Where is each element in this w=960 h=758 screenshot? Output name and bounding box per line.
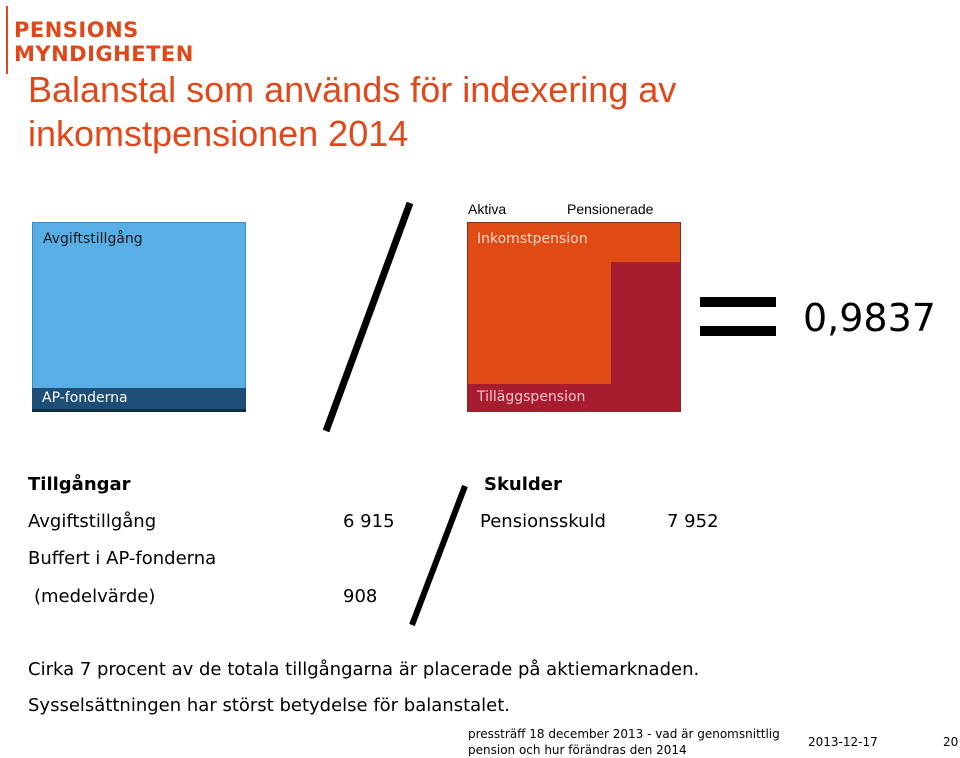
assets-row1-value: 6 915 [343, 511, 395, 532]
assets-row3-value: 908 [343, 586, 378, 607]
note-line2: Sysselsättningen har störst betydelse fö… [28, 695, 511, 716]
title-line2: inkomstpensionen 2014 [28, 113, 409, 154]
buffer-block: AP-fonderna [32, 388, 246, 412]
equals-bar-top [700, 297, 776, 307]
assets-row2-label: Buffert i AP-fonderna [28, 548, 217, 569]
footer-line1: pressträff 18 december 2013 - vad är gen… [468, 727, 780, 741]
footer-date: 2013-12-17 [808, 735, 878, 749]
footer-caption: pressträff 18 december 2013 - vad är gen… [468, 726, 780, 758]
footer-line2: pension och hur förändras den 2014 [468, 743, 687, 757]
assets-row1-label: Avgiftstillgång [28, 511, 157, 532]
assets-row3-label: (medelvärde) [34, 586, 156, 607]
logo-bar [6, 6, 8, 74]
income-pension-label: Inkomstpension [477, 231, 588, 247]
income-pension-retired-block [611, 222, 681, 262]
assets-block: Avgiftstillgång [32, 222, 246, 412]
liabilities-header: Skulder [484, 474, 562, 495]
buffer-block-label: AP-fonderna [42, 390, 128, 406]
slide-title: Balanstal som används för indexering av … [28, 68, 676, 156]
income-pension-active-block: Inkomstpension [467, 222, 611, 412]
supplementary-pension-label: Tilläggspension [477, 389, 586, 405]
column-header-retired: Pensionerade [567, 201, 654, 217]
logo-line2: MYNDIGHETEN [14, 42, 194, 66]
balance-ratio-value: 0,9837 [803, 296, 936, 340]
column-header-active: Aktiva [468, 201, 507, 217]
logo-line1: PENSIONS [14, 18, 139, 42]
liabilities-outline [467, 222, 681, 412]
retired-remaining-block [611, 262, 681, 412]
division-slash [322, 201, 414, 433]
liabilities-row-label: Pensionsskuld [480, 511, 606, 532]
title-line1: Balanstal som används för indexering av [28, 69, 677, 110]
page-number: 20 [943, 735, 959, 749]
assets-block-label: Avgiftstillgång [43, 231, 143, 247]
liabilities-row-value: 7 952 [667, 511, 719, 532]
assets-header: Tillgångar [28, 474, 131, 495]
equals-bar-bottom [700, 326, 776, 336]
note-line1: Cirka 7 procent av de totala tillgångarn… [28, 659, 700, 680]
supplementary-pension-block: Tilläggspension [467, 384, 611, 412]
table-division-slash [409, 484, 468, 627]
